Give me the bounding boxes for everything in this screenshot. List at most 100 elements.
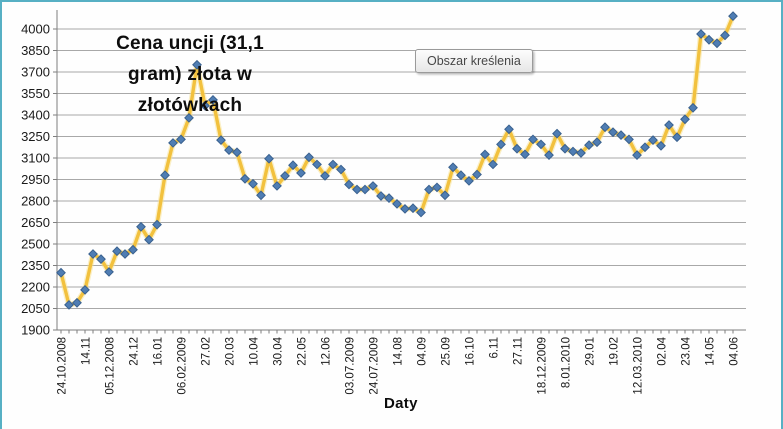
data-point-marker[interactable]	[152, 219, 162, 230]
data-point-marker[interactable]	[136, 221, 146, 232]
data-point-marker[interactable]	[312, 159, 322, 170]
data-point-marker[interactable]	[112, 246, 122, 257]
data-point-marker[interactable]	[512, 143, 522, 154]
x-axis-label: 6.11	[489, 337, 501, 359]
data-point-marker[interactable]	[104, 267, 114, 277]
data-point-marker[interactable]	[384, 193, 394, 204]
data-point-marker[interactable]	[648, 135, 658, 146]
data-point-marker[interactable]	[656, 140, 666, 151]
data-point-marker[interactable]	[600, 122, 610, 133]
data-point-marker[interactable]	[336, 164, 346, 175]
data-point-marker[interactable]	[344, 179, 354, 190]
data-point-marker[interactable]	[584, 140, 594, 151]
x-axis-label: 16.01	[153, 337, 165, 366]
x-axis-label: 12.06	[321, 337, 333, 366]
data-point-marker[interactable]	[280, 170, 290, 181]
data-point-marker[interactable]	[624, 134, 634, 145]
x-axis-label: 04.09	[417, 337, 429, 366]
x-axis-label: 14.08	[393, 337, 405, 366]
data-point-marker[interactable]	[352, 184, 362, 195]
data-point-marker[interactable]	[248, 178, 258, 189]
data-point-marker[interactable]	[208, 94, 218, 105]
data-point-marker[interactable]	[192, 59, 202, 70]
data-point-marker[interactable]	[72, 297, 82, 308]
data-point-marker[interactable]	[304, 152, 314, 163]
data-point-marker[interactable]	[376, 191, 386, 201]
data-point-marker[interactable]	[432, 182, 442, 193]
data-point-marker[interactable]	[632, 150, 642, 161]
y-axis-label: 2500	[21, 237, 50, 252]
data-point-marker[interactable]	[536, 139, 546, 150]
data-point-marker[interactable]	[88, 249, 98, 259]
data-point-marker[interactable]	[664, 120, 674, 130]
data-point-marker[interactable]	[168, 138, 178, 148]
data-point-marker[interactable]	[504, 124, 514, 135]
data-point-marker[interactable]	[424, 184, 434, 195]
data-point-marker[interactable]	[680, 114, 690, 125]
data-point-marker[interactable]	[408, 203, 418, 214]
x-axis-label: 27.02	[201, 337, 213, 366]
data-point-marker[interactable]	[256, 190, 266, 201]
data-point-marker[interactable]	[160, 170, 170, 181]
y-axis-label: 2800	[21, 194, 50, 209]
data-point-marker[interactable]	[328, 159, 338, 170]
x-axis-label: 16.10	[465, 337, 477, 366]
data-point-marker[interactable]	[224, 145, 234, 156]
data-point-marker[interactable]	[640, 142, 650, 153]
data-point-marker[interactable]	[464, 175, 474, 186]
data-point-marker[interactable]	[272, 181, 282, 191]
data-point-marker[interactable]	[400, 203, 410, 214]
data-point-marker[interactable]	[472, 169, 482, 180]
data-point-marker[interactable]	[296, 168, 306, 178]
data-point-marker[interactable]	[672, 132, 682, 143]
data-point-marker[interactable]	[552, 128, 562, 139]
data-point-marker[interactable]	[128, 244, 138, 255]
x-axis-label: 14.05	[705, 337, 717, 366]
data-point-marker[interactable]	[728, 11, 738, 22]
data-point-marker[interactable]	[440, 190, 450, 201]
data-point-marker[interactable]	[544, 150, 554, 161]
data-point-marker[interactable]	[696, 29, 706, 39]
data-point-marker[interactable]	[520, 149, 530, 160]
data-point-marker[interactable]	[608, 127, 618, 138]
x-axis-label: 06.02.2009	[177, 337, 189, 395]
y-axis-label: 1900	[21, 323, 50, 338]
data-point-marker[interactable]	[568, 146, 578, 157]
data-point-marker[interactable]	[216, 135, 226, 146]
data-point-marker[interactable]	[64, 299, 74, 310]
data-point-marker[interactable]	[704, 34, 714, 45]
data-point-marker[interactable]	[56, 267, 66, 278]
data-point-marker[interactable]	[320, 170, 330, 181]
data-point-marker[interactable]	[200, 100, 210, 111]
data-point-marker[interactable]	[240, 173, 250, 184]
data-point-marker[interactable]	[176, 134, 186, 145]
data-point-marker[interactable]	[576, 148, 586, 158]
data-point-marker[interactable]	[120, 249, 130, 259]
data-point-marker[interactable]	[232, 147, 242, 158]
data-point-marker[interactable]	[96, 254, 106, 265]
data-point-marker[interactable]	[480, 149, 490, 160]
data-point-marker[interactable]	[368, 181, 378, 191]
data-point-marker[interactable]	[528, 134, 538, 145]
data-point-marker[interactable]	[616, 130, 626, 141]
x-axis-label: 24.07.2009	[369, 337, 381, 395]
data-point-marker[interactable]	[184, 112, 194, 123]
data-point-marker[interactable]	[720, 30, 730, 41]
data-point-marker[interactable]	[144, 234, 154, 245]
data-point-marker[interactable]	[456, 170, 466, 181]
data-point-marker[interactable]	[416, 207, 426, 218]
data-point-marker[interactable]	[392, 198, 402, 209]
data-point-marker[interactable]	[264, 153, 274, 164]
data-point-marker[interactable]	[360, 184, 370, 195]
data-point-marker[interactable]	[488, 159, 498, 170]
data-point-marker[interactable]	[448, 162, 458, 173]
data-point-marker[interactable]	[688, 102, 698, 113]
data-point-marker[interactable]	[80, 284, 90, 295]
data-point-marker[interactable]	[560, 143, 570, 154]
data-point-marker[interactable]	[288, 160, 298, 171]
data-point-marker[interactable]	[592, 137, 602, 148]
data-point-marker[interactable]	[712, 38, 722, 49]
data-point-marker[interactable]	[496, 139, 506, 150]
